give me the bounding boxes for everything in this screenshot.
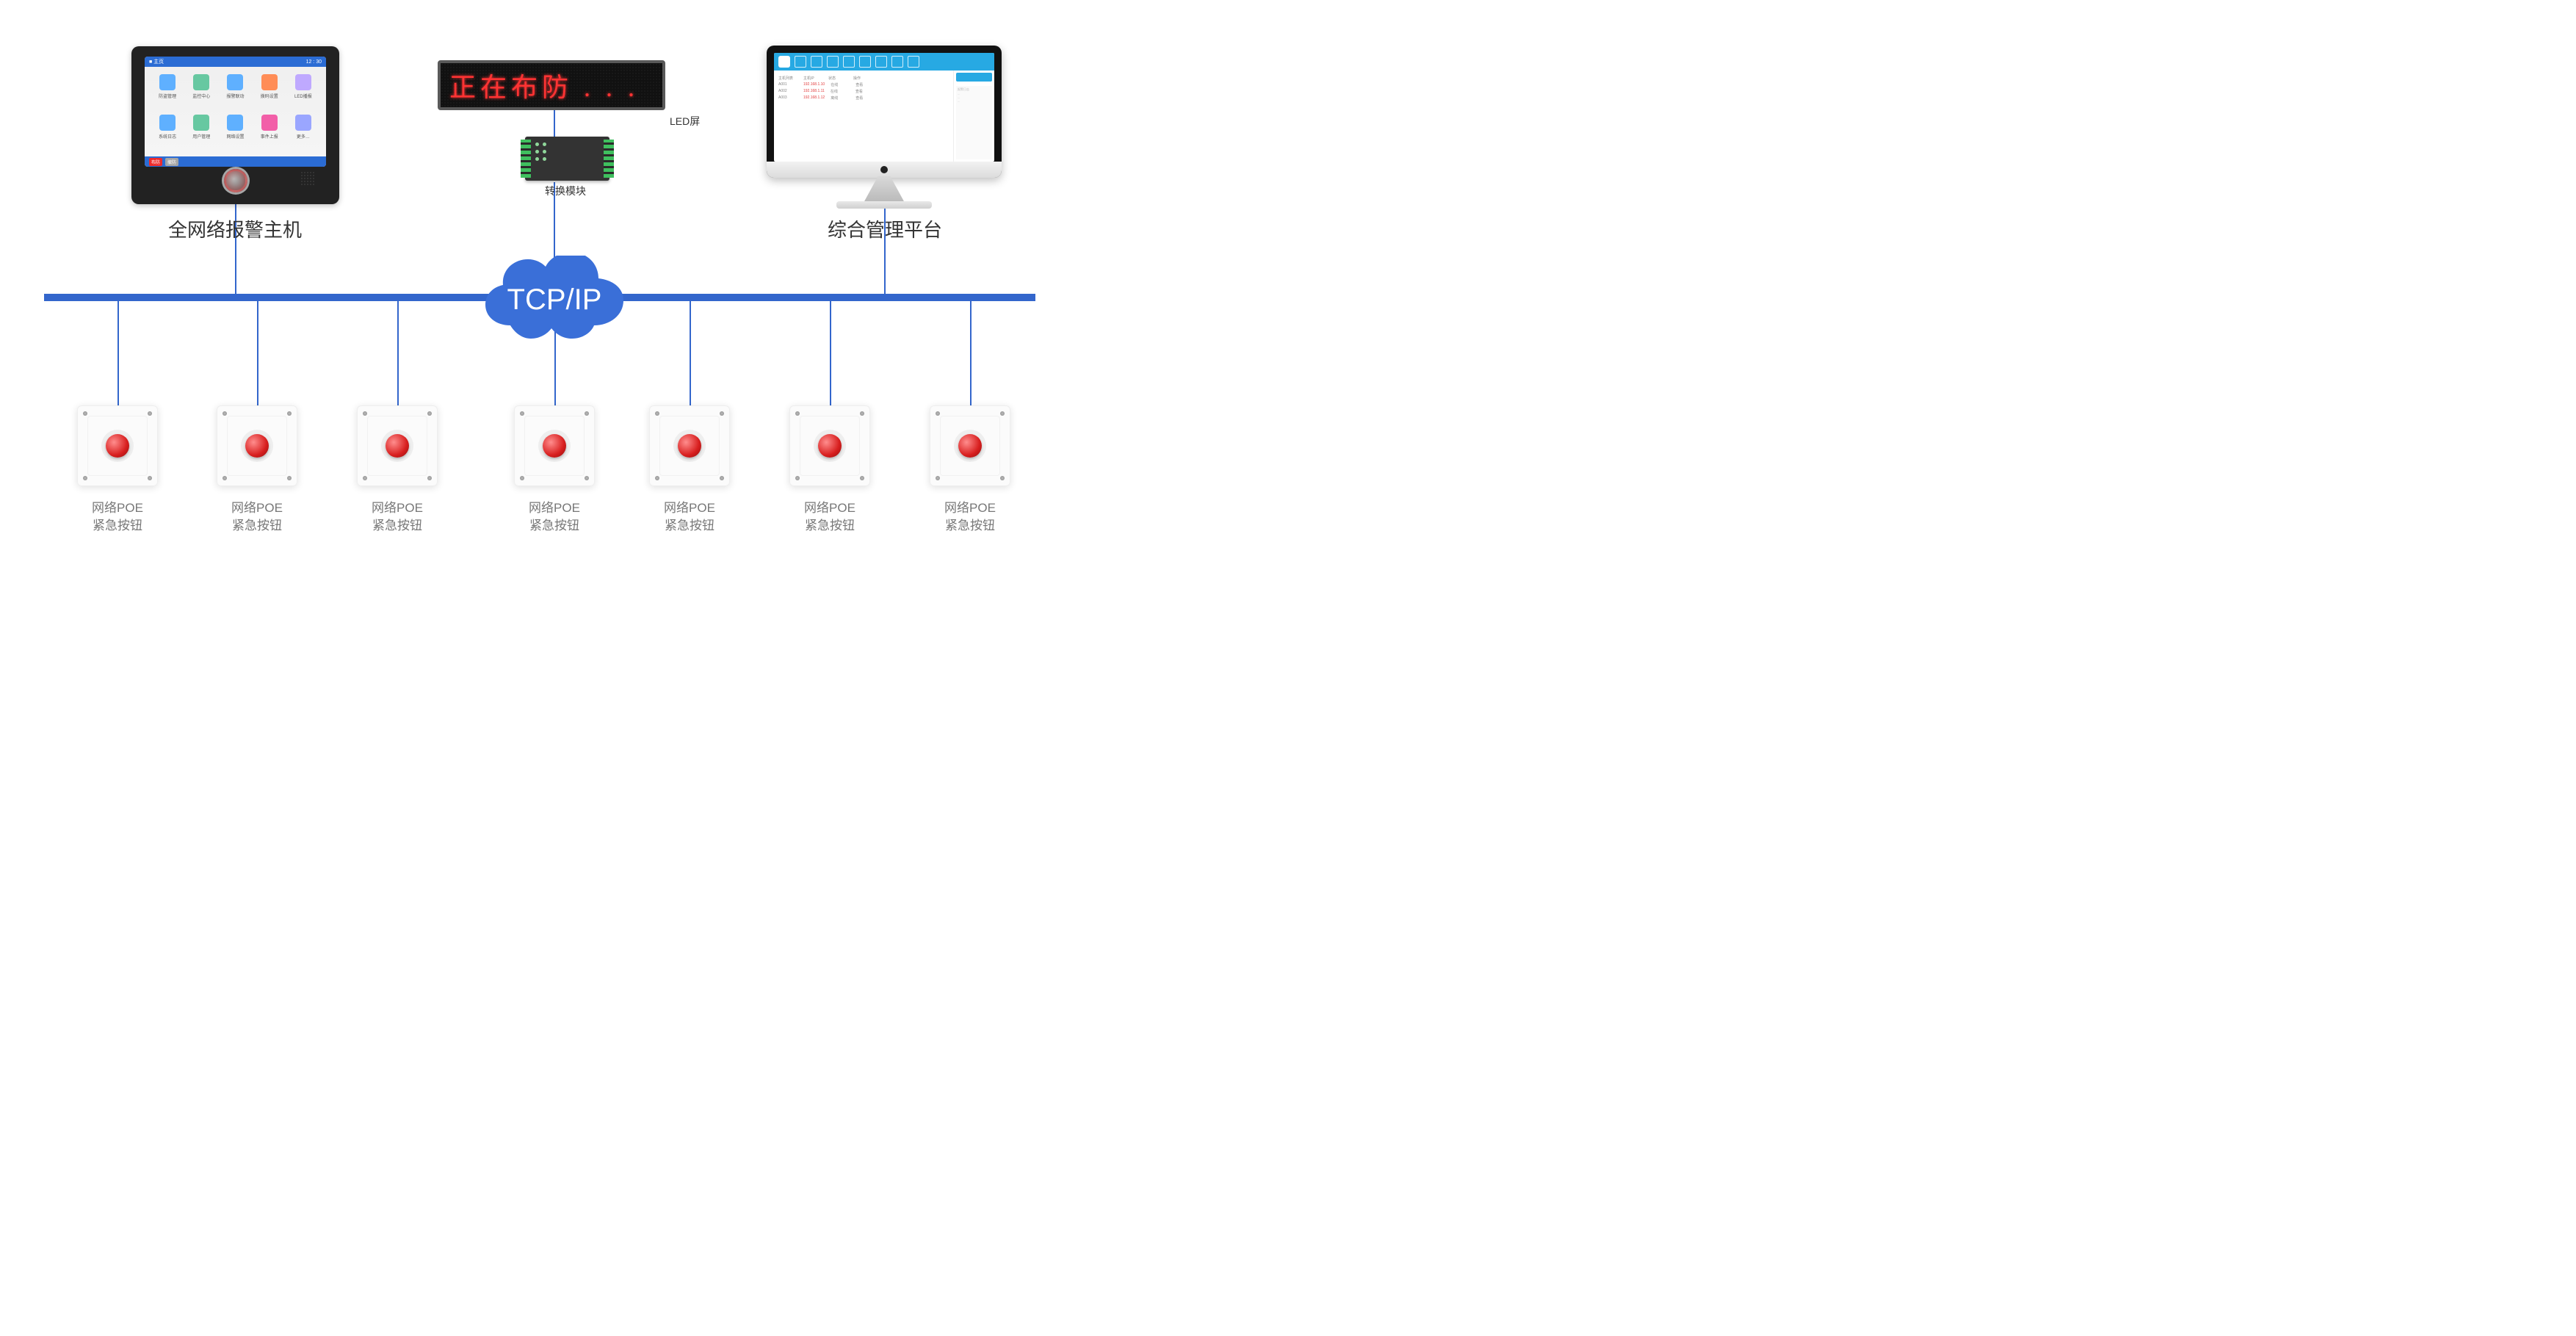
cloud-label: TCP/IP — [507, 284, 602, 317]
app-icon: 更多… — [289, 115, 317, 149]
converter-label: 转换模块 — [545, 184, 586, 198]
emergency-button-2 — [217, 405, 297, 486]
converter-module — [525, 137, 609, 181]
app-icon: 防盗管理 — [153, 74, 181, 109]
app-icon: 用户管理 — [187, 115, 215, 149]
emergency-button-5 — [649, 405, 730, 486]
alarm-host-speaker — [301, 172, 323, 194]
emergency-button-3 — [357, 405, 438, 486]
emergency-button-1 — [77, 405, 158, 486]
emergency-button-6 — [789, 405, 870, 486]
emergency-button-label-7: 网络POE紧急按钮 — [926, 499, 1014, 535]
alarm-host-button — [224, 169, 247, 192]
emergency-button-label-2: 网络POE紧急按钮 — [213, 499, 301, 535]
app-icon: 拨码设置 — [256, 74, 283, 109]
app-icon: 报警联动 — [221, 74, 249, 109]
drop-button-7 — [970, 301, 972, 405]
drop-button-3 — [397, 301, 399, 405]
topology-diagram: ■ 主页12 : 30 防盗管理监控中心报警联动拨码设置LED播报系统日志用户管… — [0, 0, 1079, 560]
alarm-host-screen: ■ 主页12 : 30 防盗管理监控中心报警联动拨码设置LED播报系统日志用户管… — [145, 57, 326, 167]
drop-converter-to-led — [554, 110, 555, 137]
emergency-button-label-4: 网络POE紧急按钮 — [510, 499, 598, 535]
drop-button-2 — [257, 301, 258, 405]
drop-button-6 — [830, 301, 831, 405]
alarm-host-caption: 全网络报警主机 — [165, 215, 305, 242]
drop-button-5 — [690, 301, 691, 405]
app-icon: 监控中心 — [187, 74, 215, 109]
mgmt-caption: 综合管理平台 — [822, 215, 947, 242]
app-icon: 事件上报 — [256, 115, 283, 149]
emergency-button-4 — [514, 405, 595, 486]
led-label: LED屏 — [670, 114, 700, 129]
emergency-button-label-6: 网络POE紧急按钮 — [786, 499, 874, 535]
emergency-button-7 — [930, 405, 1010, 486]
app-icon: 网络设置 — [221, 115, 249, 149]
management-platform-pc: 主机列表主机IP状态操作 A001192.168.1.10在线查看 A00219… — [767, 46, 1002, 211]
tcpip-cloud: TCP/IP — [481, 256, 628, 344]
emergency-button-label-5: 网络POE紧急按钮 — [645, 499, 734, 535]
emergency-button-label-1: 网络POE紧急按钮 — [73, 499, 162, 535]
alarm-host-device: ■ 主页12 : 30 防盗管理监控中心报警联动拨码设置LED播报系统日志用户管… — [131, 46, 339, 204]
app-icon: LED播报 — [289, 74, 317, 109]
drop-button-1 — [117, 301, 119, 405]
app-icon: 系统日志 — [153, 115, 181, 149]
emergency-button-label-3: 网络POE紧急按钮 — [353, 499, 441, 535]
led-screen: 正在布防 . . . — [438, 60, 665, 110]
